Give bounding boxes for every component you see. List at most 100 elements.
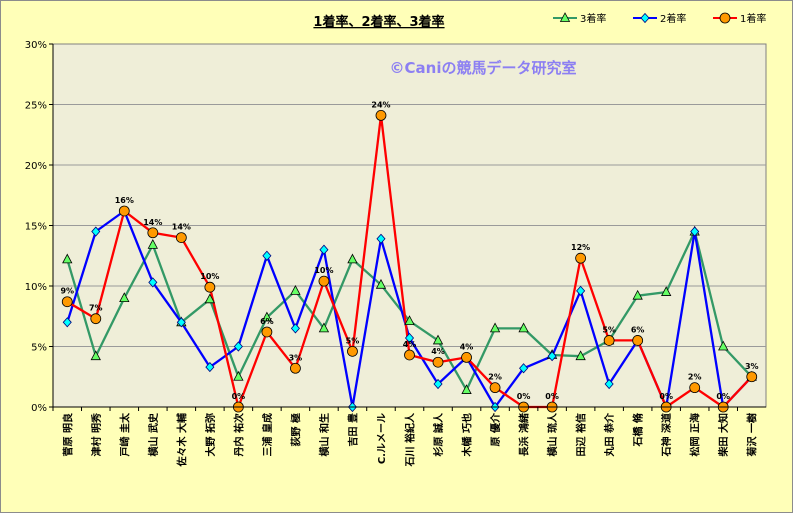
point-marker [262, 250, 272, 261]
point-marker [90, 350, 101, 361]
point-marker [290, 323, 300, 334]
x-category-label: 横山 和生 [318, 413, 331, 456]
point-marker [689, 382, 701, 394]
data-label: 6% [260, 317, 274, 326]
point-marker [175, 232, 187, 244]
point-marker [119, 292, 130, 303]
point-marker [433, 378, 443, 390]
x-category-label: 菅原 明良 [61, 413, 74, 456]
point-marker [575, 350, 586, 361]
x-category-label: 横山 武史 [147, 412, 160, 456]
point-marker [204, 281, 216, 293]
point-marker [576, 285, 586, 296]
data-label: 4% [431, 347, 445, 356]
y-tick-label: 15% [25, 222, 47, 233]
legend: 3着率 2着率 1着率 [553, 12, 766, 25]
point-marker [575, 252, 587, 264]
data-label: 0% [545, 392, 559, 401]
x-category-label: 三浦 皇成 [261, 413, 274, 456]
y-tick-label: 0% [31, 403, 47, 414]
point-marker [261, 326, 273, 338]
x-category-label: C.ルメール [376, 413, 388, 464]
point-marker [519, 363, 529, 374]
data-label: 4% [403, 340, 417, 349]
point-marker [404, 332, 415, 344]
point-marker [62, 317, 72, 328]
legend-marker [719, 12, 731, 24]
point-marker [461, 351, 472, 363]
point-marker [376, 233, 386, 244]
legend-label: 1着率 [740, 12, 766, 25]
x-category-label: 丸田 恭介 [603, 412, 616, 457]
point-marker [90, 313, 102, 325]
x-category-label: 大野 拓弥 [204, 413, 217, 456]
point-marker [604, 378, 614, 390]
data-label: 12% [571, 243, 590, 252]
x-category-label: 長浜 鴻緒 [518, 413, 531, 456]
x-category-label: 吉田 豊 [346, 413, 359, 446]
x-category-label: 木幡 巧也 [461, 413, 474, 457]
y-tick-label: 30% [25, 40, 47, 51]
data-label: 5% [602, 325, 616, 334]
x-category-label: 田辺 裕信 [575, 413, 588, 456]
y-tick-label: 20% [25, 161, 47, 172]
x-category-label: 杉原 誠人 [432, 412, 445, 456]
x-category-label: 津村 明秀 [90, 413, 103, 456]
point-marker [347, 253, 358, 264]
point-marker [518, 322, 529, 333]
point-marker [489, 382, 501, 394]
data-label: 7% [89, 304, 103, 313]
point-marker [632, 335, 644, 346]
point-marker [91, 226, 101, 237]
point-marker [61, 296, 73, 308]
point-marker [204, 293, 216, 304]
x-category-label: 石橋 脩 [632, 412, 645, 447]
point-marker [632, 289, 643, 300]
x-category-label: 横山 琉人 [546, 412, 559, 456]
point-marker [148, 277, 158, 288]
legend-label: 2着率 [660, 12, 686, 25]
data-label: 0% [517, 392, 531, 401]
point-marker [718, 340, 729, 351]
legend-label: 3着率 [580, 12, 606, 25]
x-category-label: 原 優介 [489, 412, 502, 446]
point-marker [661, 286, 672, 296]
y-tick-label: 5% [31, 343, 47, 354]
point-marker [432, 334, 444, 345]
point-marker [432, 356, 444, 368]
point-marker [690, 226, 700, 237]
point-marker [375, 278, 387, 289]
x-category-label: 丹内 祐次 [232, 413, 245, 456]
point-marker [404, 315, 415, 325]
x-category-label: 戸崎 圭太 [118, 412, 131, 456]
legend-marker [640, 12, 650, 24]
point-marker [147, 239, 158, 249]
point-marker [318, 322, 330, 333]
data-label: 9% [60, 287, 74, 296]
data-label: 10% [314, 266, 333, 275]
point-marker [147, 227, 159, 239]
point-marker [603, 335, 615, 346]
x-category-label: 松岡 正海 [689, 413, 702, 456]
data-label: 14% [143, 218, 162, 227]
x-category-label: 石川 裕紀人 [404, 412, 417, 467]
data-label: 24% [371, 100, 390, 109]
data-label: 0% [232, 392, 246, 401]
data-label: 3% [745, 362, 759, 371]
point-marker [319, 244, 329, 255]
data-label: 6% [631, 325, 645, 334]
data-label: 10% [200, 272, 219, 281]
point-marker [118, 205, 130, 217]
data-label: 2% [688, 373, 702, 382]
data-label: 16% [115, 196, 134, 205]
point-marker [62, 253, 73, 264]
point-marker [547, 351, 557, 362]
x-category-label: 荻野 極 [289, 413, 302, 446]
point-marker [404, 349, 415, 361]
point-marker [261, 311, 273, 322]
point-marker [347, 345, 358, 357]
y-tick-label: 25% [25, 101, 47, 112]
x-category-label: 佐々木 大輔 [175, 413, 188, 467]
point-marker [375, 109, 387, 121]
